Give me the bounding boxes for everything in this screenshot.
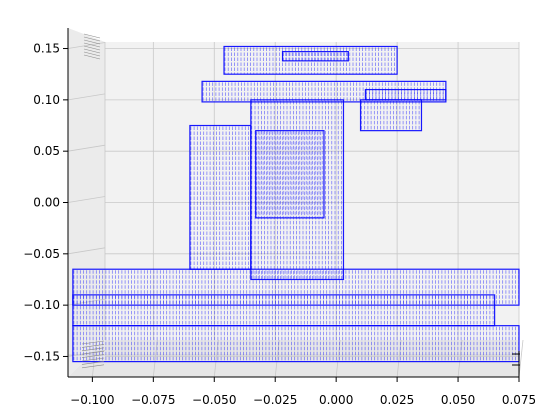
cluster-outline (281, 51, 349, 62)
point-cluster-top-bar (281, 51, 349, 62)
x-tick-label: −0.050 (192, 393, 236, 407)
x-tick-label: 0.025 (380, 393, 414, 407)
cluster-points (202, 82, 444, 101)
point-cluster-right-overhang (359, 99, 423, 132)
floor-grid-line (91, 339, 97, 378)
cluster-outline (359, 99, 423, 132)
cluster-points (283, 52, 348, 61)
floor-grid-line (518, 339, 524, 378)
perspective-tick (83, 45, 101, 51)
cluster-points (73, 295, 494, 325)
perspective-tick (81, 347, 105, 352)
perspective-tick (81, 354, 105, 358)
y-tick-label: −0.05 (23, 247, 60, 261)
cluster-points (190, 126, 249, 270)
x-tick-label: 0.050 (441, 393, 475, 407)
x-tick-label: −0.100 (70, 393, 114, 407)
side-grid-line (67, 247, 106, 255)
cluster-points (73, 326, 520, 361)
perspective-tick (83, 36, 101, 42)
floor-pane (68, 340, 519, 377)
x-tick-label: 0.075 (502, 393, 536, 407)
x-tick-label: −0.025 (253, 393, 297, 407)
perspective-tick (81, 361, 105, 365)
y-tick-label: 0.15 (33, 42, 60, 56)
floor-grid-line (396, 339, 402, 378)
y-tick-label: −0.10 (23, 298, 60, 312)
y-tick-label: −0.15 (23, 349, 60, 363)
point-cluster-column-body (250, 99, 345, 281)
side-grid-line (67, 196, 106, 203)
side-grid-line (67, 93, 106, 101)
back-pane (105, 42, 519, 340)
perspective-tick (83, 54, 101, 60)
y-tick-label: 0.00 (33, 196, 60, 210)
perspective-tick (83, 48, 101, 54)
perspective-tick (83, 42, 101, 48)
perspective-tick (81, 340, 105, 345)
cluster-points (224, 47, 395, 75)
perspective-tick (81, 344, 105, 348)
point-cluster-top-cap (223, 45, 398, 75)
perspective-tick (83, 39, 101, 45)
cluster-points (361, 100, 420, 130)
perspective-tick (81, 350, 105, 355)
cluster-points (251, 100, 342, 280)
x-tick-label: −0.075 (131, 393, 175, 407)
point-cluster-column-window (255, 130, 325, 219)
cluster-outline (250, 99, 345, 281)
left-pane (68, 28, 105, 377)
perspective-tick (81, 364, 105, 369)
axis-ticks: −0.100 −0.075 −0.050 −0.025 0.000 0.025 0.050 0… (23, 33, 536, 407)
point-cloud (72, 45, 520, 363)
side-grid-line (67, 144, 106, 152)
y-tick-label: 0.05 (33, 144, 60, 158)
y-tick-label: 0.10 (33, 93, 60, 107)
floor-grid-line (457, 339, 463, 378)
cluster-points (366, 90, 444, 100)
floor-grid-line (274, 339, 280, 378)
perspective-tick (83, 51, 101, 57)
cluster-outline (223, 45, 398, 75)
floor-grid-line (335, 339, 341, 378)
perspective-tick (81, 357, 105, 362)
floor-grid-line (152, 339, 158, 378)
perspective-tick (83, 33, 101, 39)
x-tick-label: 0.000 (319, 393, 353, 407)
point-cluster-base-bottom (72, 325, 520, 363)
floor-grid-line (213, 339, 219, 378)
cluster-points (256, 131, 325, 218)
